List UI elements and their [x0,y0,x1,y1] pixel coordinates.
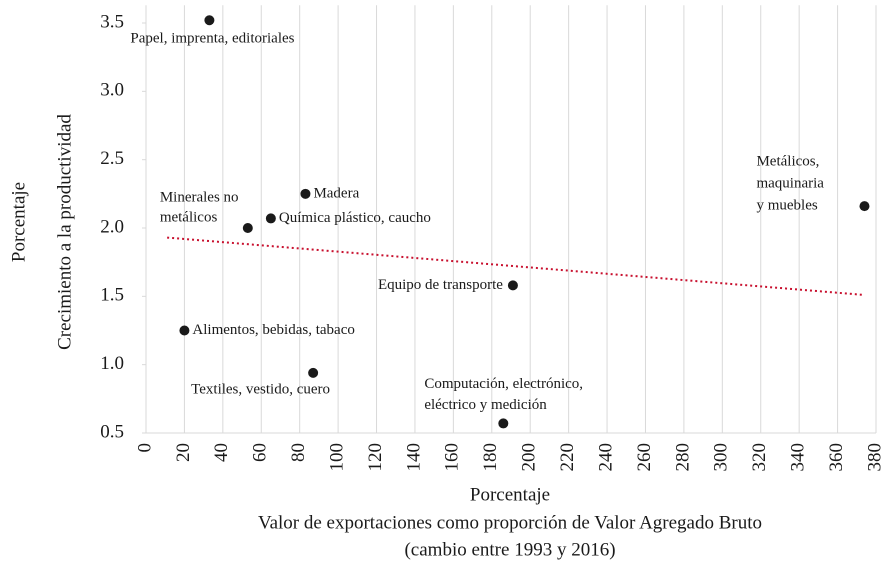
x-tick-label: 0 [134,443,155,453]
y-tick-label: 2.0 [100,216,124,237]
point [179,325,190,336]
x-tick-label: 120 [365,443,386,472]
point [204,15,215,26]
y-axis-outer-label: Porcentaje [8,182,29,262]
point-label: eléctrico y medición [424,397,547,413]
x-tick-label: 20 [173,443,194,462]
point [498,418,509,429]
y-tick-label: 1.5 [100,285,124,306]
point [507,280,518,291]
point-label: maquinaria [756,176,824,192]
x-tick-label: 100 [326,443,347,472]
x-tick-label: 300 [711,443,732,472]
point [242,223,253,233]
point-label: Madera [313,185,359,201]
point-label: Metálicos, [756,154,819,170]
y-tick-label: 3.0 [100,80,124,101]
x-tick-label: 220 [557,443,578,472]
point-label: Química plástico, caucho [279,210,431,226]
point [859,201,870,212]
x-axis-label: Porcentaje [470,484,550,505]
point-label: Minerales no [160,189,239,205]
y-tick-label: 0.5 [100,421,124,442]
x-tick-label: 60 [250,443,271,462]
x-tick-label: 360 [826,443,847,472]
y-tick-label: 1.0 [100,353,124,374]
x-tick-label: 160 [442,443,463,472]
x-tick-label: 260 [634,443,655,472]
point-label: Papel, imprenta, editoriales [130,31,294,47]
x-tick-label: 340 [788,443,809,472]
x-tick-label: 280 [672,443,693,472]
x-tick-label: 40 [211,443,232,462]
x-tick-label: 200 [519,443,540,472]
point [265,213,276,224]
x-tick-label: 140 [403,443,424,472]
point-label: Alimentos, bebidas, tabaco [192,322,354,338]
x-tick-label: 80 [288,443,309,462]
trendline [167,236,865,296]
point-label: y muebles [756,198,817,214]
x-tick-label: 240 [595,443,616,472]
point-label: Textiles, vestido, cuero [191,381,330,397]
point [308,367,319,378]
y-axis-label: Crecimiento a la productividad [54,114,75,350]
y-tick-label: 2.5 [100,148,124,169]
point-label: Computación, electrónico, [424,376,583,392]
point-label: Equipo de transporte [378,277,503,293]
point [300,188,311,199]
x-axis-label: (cambio entre 1993 y 2016) [404,539,615,560]
x-axis-label: Valor de exportaciones como proporción d… [258,512,762,533]
x-tick-label: 180 [480,443,501,472]
x-tick-label: 380 [864,443,885,472]
y-tick-label: 3.5 [100,11,124,32]
x-tick-label: 320 [749,443,770,472]
point-label: metálicos [160,209,218,225]
